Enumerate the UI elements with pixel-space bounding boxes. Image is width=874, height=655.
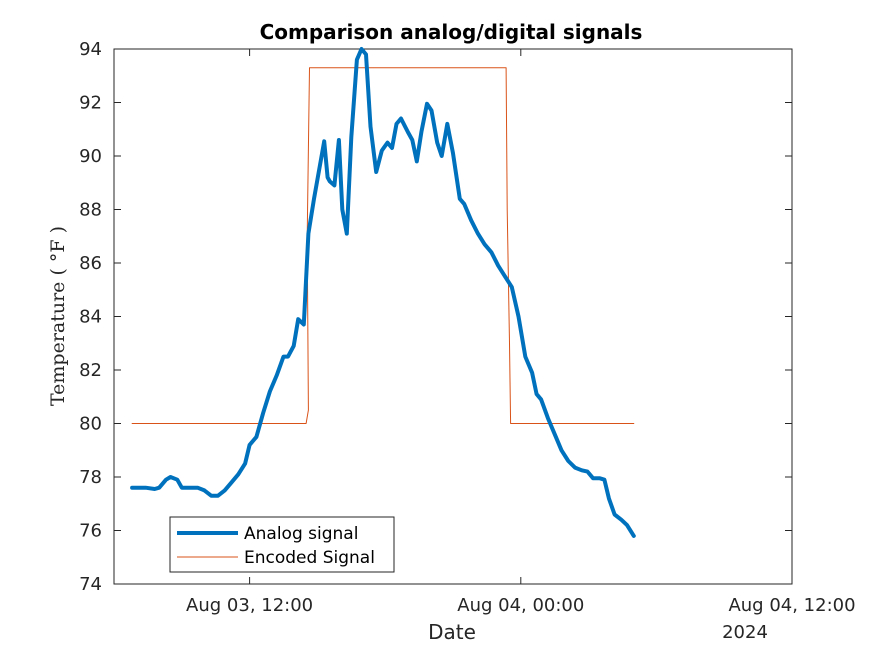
chart-title: Comparison analog/digital signals — [260, 20, 643, 44]
legend-label-encoded-signal: Encoded Signal — [244, 548, 375, 568]
y-tick-label: 80 — [79, 414, 102, 435]
y-tick-label: 76 — [79, 521, 102, 542]
y-tick-label: 88 — [79, 200, 102, 221]
y-tick-label: 90 — [79, 146, 102, 167]
y-tick-label: 84 — [79, 307, 102, 328]
legend-label-analog-signal: Analog signal — [244, 524, 358, 544]
x-tick-label: Aug 04, 00:00 — [457, 595, 584, 616]
y-tick-label: 78 — [79, 467, 102, 488]
series-line-analog-signal — [130, 47, 636, 538]
y-tick-label: 94 — [79, 39, 102, 60]
y-tick-label: 82 — [79, 360, 102, 381]
y-axis-ticks: 74 76 78 80 82 84 86 88 90 92 94 — [79, 39, 792, 595]
x-axis-label: Date — [428, 620, 476, 644]
legend-box — [169, 516, 395, 573]
series-line-encoded-signal — [131, 67, 635, 424]
y-tick-label: 92 — [79, 93, 102, 114]
y-tick-label: 74 — [79, 574, 102, 595]
x-axis-ticks: Aug 03, 12:00 Aug 04, 00:00 Aug 04, 12:00 — [186, 49, 856, 616]
x-tick-label: Aug 03, 12:00 — [186, 595, 313, 616]
y-tick-label: 86 — [79, 253, 102, 274]
series-layer — [130, 47, 636, 538]
x-axis-year-label: 2024 — [722, 622, 768, 643]
y-axis-label: Temperature ( °F ) — [47, 226, 69, 406]
legend: Analog signal Encoded Signal — [169, 516, 395, 573]
axes-box — [113, 48, 793, 585]
x-tick-label: Aug 04, 12:00 — [728, 595, 855, 616]
